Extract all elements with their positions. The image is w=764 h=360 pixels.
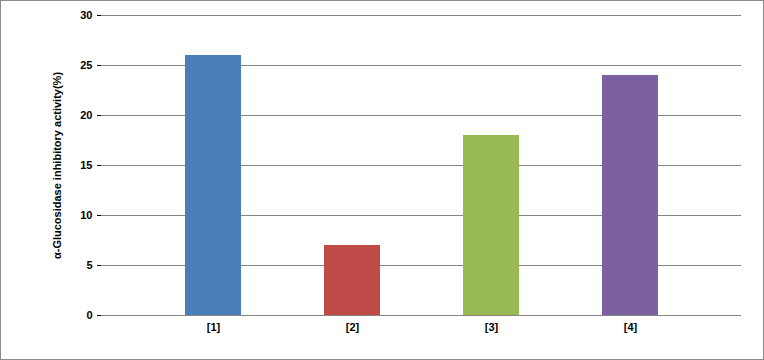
svg-text:0: 0 [86,309,92,321]
svg-text:25: 25 [80,59,92,71]
svg-text:15: 15 [80,159,92,171]
svg-text:[3]: [3] [485,321,499,333]
svg-text:[4]: [4] [624,321,638,333]
svg-text:30: 30 [80,9,92,21]
svg-text:[1]: [1] [207,321,221,333]
svg-text:20: 20 [80,109,92,121]
svg-text:[2]: [2] [346,321,360,333]
svg-text:10: 10 [80,209,92,221]
svg-text:α-Glucosidase inhibitory activ: α-Glucosidase inhibitory activity(%) [51,72,63,259]
svg-text:5: 5 [86,259,92,271]
